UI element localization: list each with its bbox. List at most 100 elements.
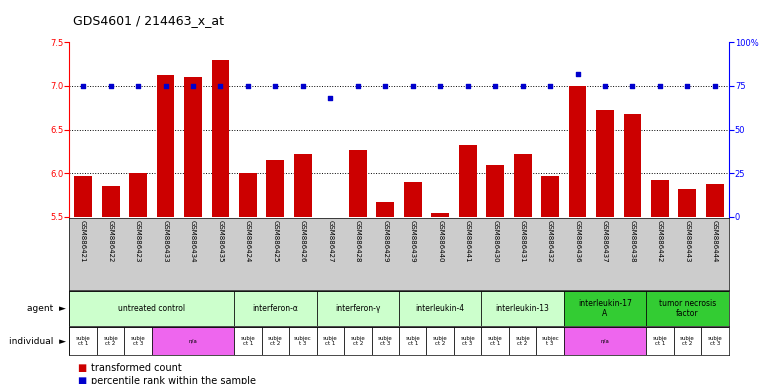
Text: individual  ►: individual ► (8, 337, 66, 346)
Text: GSM886444: GSM886444 (712, 220, 718, 262)
Point (406, 83, 419, 89)
Text: agent  ►: agent ► (27, 304, 66, 313)
Point (462, 83, 474, 89)
Bar (426, 327, 454, 355)
Bar (541, 176, 559, 384)
Point (352, 83, 364, 89)
Text: n/a: n/a (189, 339, 197, 344)
Bar (596, 110, 614, 384)
Bar (69, 291, 234, 326)
Bar (481, 327, 509, 355)
Bar (97, 327, 124, 355)
Bar (646, 291, 729, 326)
Point (489, 83, 501, 89)
Text: GSM886440: GSM886440 (437, 220, 443, 262)
Text: subje
ct 2: subje ct 2 (515, 336, 530, 346)
Bar (678, 189, 696, 384)
Bar (239, 173, 257, 384)
Bar (674, 327, 701, 355)
Bar (404, 182, 422, 384)
Point (626, 83, 638, 89)
Bar (509, 327, 537, 355)
Text: GSM886431: GSM886431 (520, 220, 526, 263)
Text: GSM886435: GSM886435 (217, 220, 224, 262)
Text: GSM886428: GSM886428 (355, 220, 361, 262)
Text: transformed count: transformed count (91, 363, 182, 373)
Text: percentile rank within the sample: percentile rank within the sample (91, 376, 256, 384)
Text: subje
ct 1: subje ct 1 (323, 336, 338, 346)
Text: subje
ct 3: subje ct 3 (460, 336, 475, 346)
Point (682, 83, 694, 89)
Bar (646, 327, 674, 355)
Bar (261, 327, 289, 355)
Bar (399, 291, 481, 326)
Point (297, 83, 309, 89)
Text: subje
ct 1: subje ct 1 (241, 336, 255, 346)
Bar (74, 176, 92, 384)
Bar (487, 165, 504, 384)
Bar (454, 327, 481, 355)
Text: subje
ct 2: subje ct 2 (350, 336, 365, 346)
Point (517, 83, 529, 89)
Bar (399, 327, 426, 355)
Text: interferon-γ: interferon-γ (335, 304, 380, 313)
Text: interleukin-13: interleukin-13 (496, 304, 550, 313)
Bar (651, 180, 669, 384)
Text: GSM886441: GSM886441 (465, 220, 470, 262)
Text: GSM886443: GSM886443 (685, 220, 690, 262)
Bar (344, 327, 372, 355)
Bar (294, 154, 311, 384)
Text: subje
ct 2: subje ct 2 (680, 336, 695, 346)
Text: subje
ct 2: subje ct 2 (433, 336, 448, 346)
Bar (234, 327, 261, 355)
Bar (124, 327, 152, 355)
Text: GSM886438: GSM886438 (629, 220, 635, 263)
Point (709, 83, 721, 89)
Text: subje
ct 3: subje ct 3 (130, 336, 146, 346)
Bar (568, 86, 587, 384)
Point (571, 71, 584, 77)
Bar (372, 327, 399, 355)
Bar (459, 145, 476, 384)
Text: GSM886432: GSM886432 (547, 220, 553, 262)
Bar (706, 184, 724, 384)
Bar (129, 173, 147, 384)
Text: n/a: n/a (601, 339, 609, 344)
Text: GSM886424: GSM886424 (245, 220, 251, 262)
Bar (317, 327, 344, 355)
Text: GSM886442: GSM886442 (657, 220, 663, 262)
Bar (537, 327, 564, 355)
Text: GSM886422: GSM886422 (108, 220, 113, 262)
Text: GSM886437: GSM886437 (602, 220, 608, 263)
Point (242, 83, 254, 89)
Text: subje
ct 1: subje ct 1 (76, 336, 90, 346)
Bar (513, 154, 531, 384)
Text: GSM886421: GSM886421 (80, 220, 86, 262)
Text: subje
ct 1: subje ct 1 (488, 336, 503, 346)
Bar (322, 217, 339, 384)
Point (269, 83, 281, 89)
Text: GSM886434: GSM886434 (190, 220, 196, 262)
Text: subje
ct 2: subje ct 2 (103, 336, 118, 346)
Text: subje
ct 2: subje ct 2 (268, 336, 283, 346)
Text: subje
ct 3: subje ct 3 (708, 336, 722, 346)
Bar (624, 114, 641, 384)
Text: ■: ■ (77, 363, 86, 373)
Text: GSM886427: GSM886427 (328, 220, 333, 262)
Point (214, 83, 227, 89)
Bar (289, 327, 317, 355)
Point (434, 83, 446, 89)
Bar (157, 75, 174, 384)
Text: untreated control: untreated control (118, 304, 185, 313)
Point (132, 83, 144, 89)
Text: tumor necrosis
factor: tumor necrosis factor (658, 299, 716, 318)
Point (654, 83, 666, 89)
Text: subje
ct 1: subje ct 1 (406, 336, 420, 346)
Point (104, 83, 116, 89)
Bar (348, 150, 367, 384)
Bar (234, 291, 317, 326)
Text: GSM886433: GSM886433 (163, 220, 169, 263)
Bar (701, 327, 729, 355)
Text: interleukin-4: interleukin-4 (416, 304, 465, 313)
Point (324, 95, 336, 101)
